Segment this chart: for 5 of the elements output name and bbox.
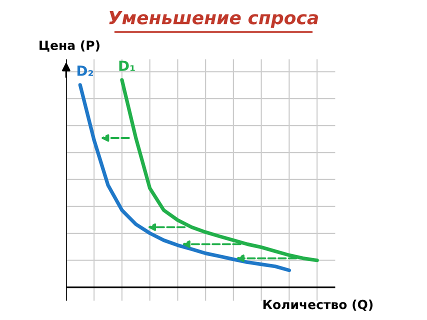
x-axis-title: Количество (Q) bbox=[263, 300, 373, 311]
y-axis-title: Цена (P) bbox=[40, 40, 100, 52]
chart-title: Уменьшение спроса bbox=[109, 11, 318, 28]
series-label: D₂ bbox=[77, 66, 94, 76]
series-label: D₁ bbox=[119, 60, 135, 71]
